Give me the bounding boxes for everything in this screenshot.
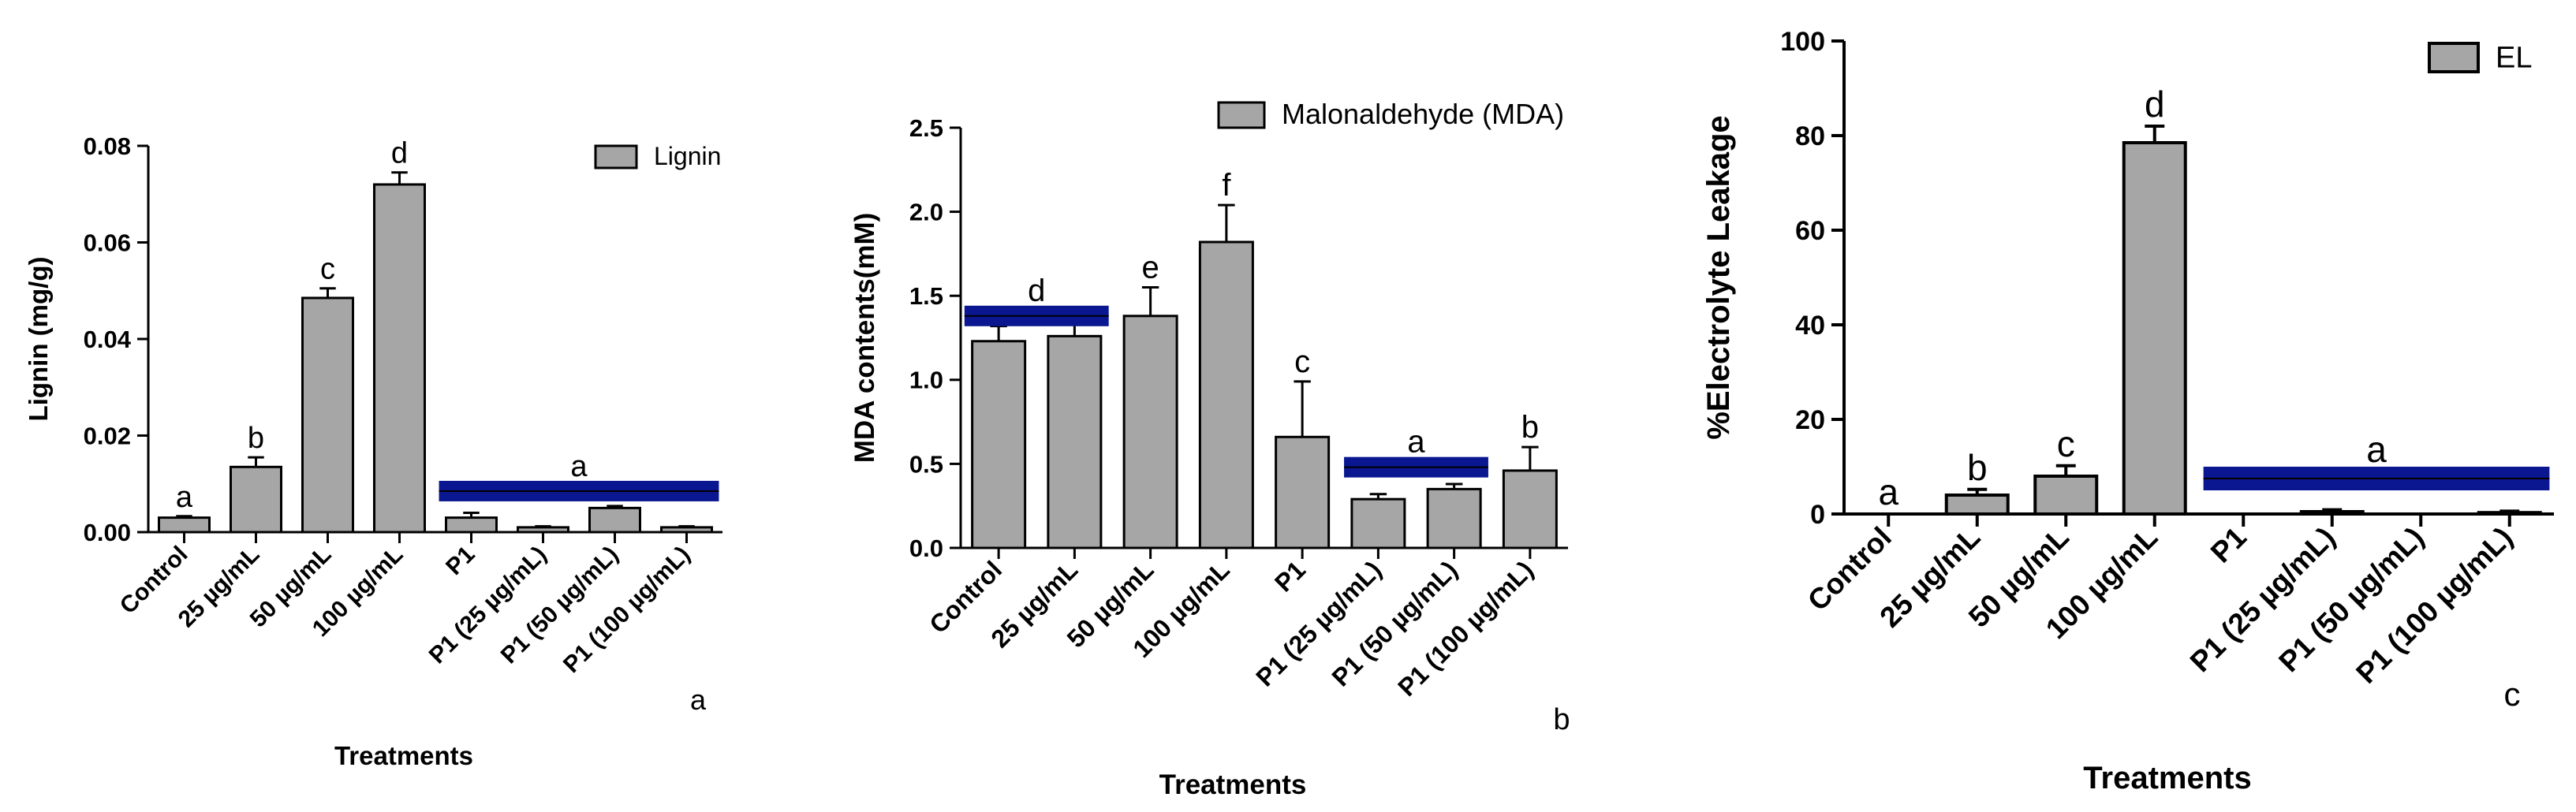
y-tick-label: 100 (1780, 27, 1825, 57)
y-tick-label: 0.02 (84, 422, 131, 449)
bar (1502, 469, 1558, 549)
significance-letter: d (391, 137, 408, 170)
y-tick-label: 80 (1795, 121, 1825, 151)
significance-letter: e (1142, 251, 1159, 285)
panel-label: c (2504, 676, 2521, 713)
significance-letter: c (320, 253, 335, 286)
bar (1944, 494, 2010, 516)
bar (517, 526, 569, 534)
significance-letter: a (1878, 471, 1898, 512)
legend-label: EL (2496, 42, 2532, 75)
bar (1350, 497, 1406, 549)
y-tick-label: 0.04 (84, 326, 132, 353)
bar (660, 526, 713, 534)
group-letter: a (1407, 425, 1425, 460)
y-tick-label: 0.08 (84, 132, 131, 160)
y-tick-label: 2.0 (909, 198, 943, 225)
x-tick-label: P1 (100 µg/mL) (2350, 521, 2518, 690)
significance-letter: d (2145, 84, 2165, 125)
x-axis-label: Treatments (334, 741, 473, 770)
significance-letter: b (1521, 410, 1539, 445)
legend-label: Lignin (654, 142, 721, 170)
group-letter: a (2366, 429, 2387, 470)
panel-label: a (690, 683, 707, 716)
bar (588, 506, 641, 534)
significance-letter: b (248, 422, 264, 455)
bar (2033, 475, 2099, 516)
significance-letter: c (2057, 423, 2075, 464)
bar (1122, 315, 1178, 549)
x-tick-label: P1 (441, 542, 480, 580)
bar (301, 296, 354, 534)
x-axis-label: Treatments (2083, 761, 2251, 795)
bar (1047, 334, 1103, 549)
legend-swatch (2428, 42, 2480, 73)
bar (373, 183, 426, 534)
bar (1275, 435, 1331, 549)
bar (158, 516, 211, 534)
y-axis-label: Lignin (mg/g) (24, 257, 53, 422)
significance-letter: a (176, 481, 193, 514)
bar (971, 340, 1027, 549)
x-tick-label: P1 (2205, 521, 2253, 569)
y-tick-label: 2.5 (909, 114, 943, 142)
bar (2122, 141, 2187, 516)
x-axis-label: Treatments (1159, 769, 1307, 800)
y-tick-label: 0.5 (909, 450, 943, 478)
x-tick-label: P1 (100 µg/mL) (558, 542, 695, 678)
group-letter: d (1028, 274, 1045, 308)
y-axis-label: %Electrolyte Leakage (1701, 115, 1736, 439)
y-tick-label: 1.5 (909, 282, 943, 310)
bar (2299, 510, 2365, 516)
legend-swatch (594, 144, 638, 169)
bar (445, 516, 498, 534)
group-letter: a (570, 450, 588, 483)
legend-swatch (1217, 101, 1266, 129)
bar (1198, 240, 1254, 549)
legend-label: Malonaldehyde (MDA) (1282, 98, 1564, 130)
x-tick-label: P1 (100 µg/mL) (1392, 555, 1539, 702)
y-axis-label: MDA contents(mM) (849, 213, 880, 464)
bar (2477, 511, 2542, 516)
panel-label: b (1553, 703, 1570, 736)
y-tick-label: 20 (1795, 405, 1825, 435)
y-tick-label: 0.06 (84, 229, 131, 256)
y-tick-label: 0 (1810, 500, 1825, 530)
y-tick-label: 40 (1795, 311, 1825, 341)
significance-letter: c (1294, 345, 1310, 379)
x-tick-label: P1 (1269, 555, 1311, 597)
significance-letter: f (1222, 168, 1231, 203)
y-tick-label: 0.0 (909, 535, 943, 562)
y-tick-label: 0.00 (84, 519, 131, 546)
bar (1426, 487, 1482, 549)
y-tick-label: 60 (1795, 216, 1825, 246)
y-tick-label: 1.0 (909, 367, 943, 394)
significance-letter: b (1967, 447, 1988, 488)
bar (230, 465, 282, 534)
